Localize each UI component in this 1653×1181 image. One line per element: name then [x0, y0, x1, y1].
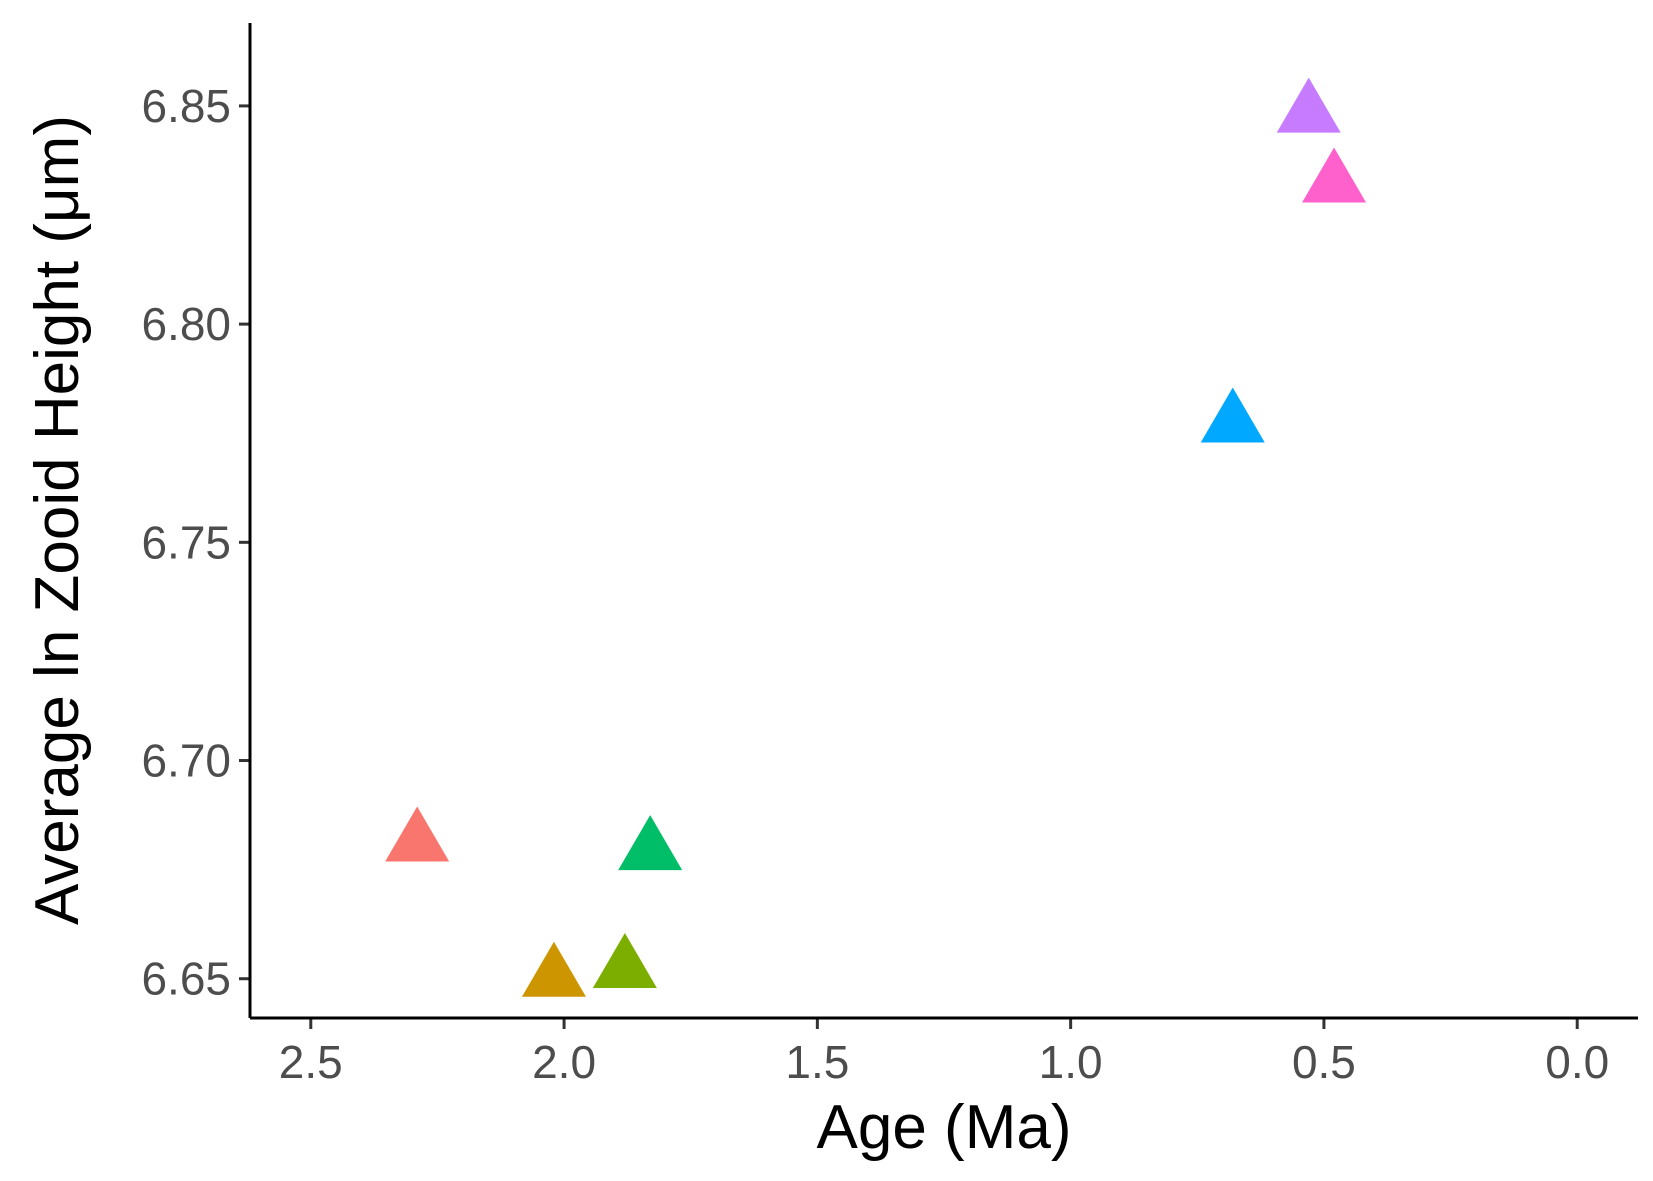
x-tick-label: 0.0 [1545, 1036, 1609, 1088]
data-point-triangle [521, 941, 586, 997]
data-point-triangle [385, 806, 450, 862]
x-tick-label: 1.0 [1039, 1036, 1103, 1088]
x-axis-title: Age (Ma) [817, 1093, 1072, 1162]
y-tick-label: 6.80 [141, 298, 231, 350]
x-tick-label: 1.5 [785, 1036, 849, 1088]
y-tick-label: 6.70 [141, 735, 231, 787]
data-point-triangle [1200, 387, 1265, 443]
x-tick-label: 0.5 [1292, 1036, 1356, 1088]
x-tick-label: 2.0 [532, 1036, 596, 1088]
y-axis-ticks: 6.65 6.70 6.75 6.80 6.85 [141, 80, 250, 1005]
y-tick-label: 6.75 [141, 516, 231, 568]
y-tick-label: 6.65 [141, 953, 231, 1005]
data-point-triangle [1276, 77, 1341, 133]
y-axis-title: Average ln Zooid Height (μm) [23, 115, 92, 925]
x-tick-label: 2.5 [279, 1036, 343, 1088]
points-layer [385, 77, 1367, 997]
data-point-triangle [592, 932, 657, 988]
data-point-triangle [1302, 147, 1367, 203]
x-axis-ticks: 2.5 2.0 1.5 1.0 0.5 0.0 [279, 1018, 1609, 1088]
data-point-triangle [618, 815, 683, 871]
y-tick-label: 6.85 [141, 80, 231, 132]
